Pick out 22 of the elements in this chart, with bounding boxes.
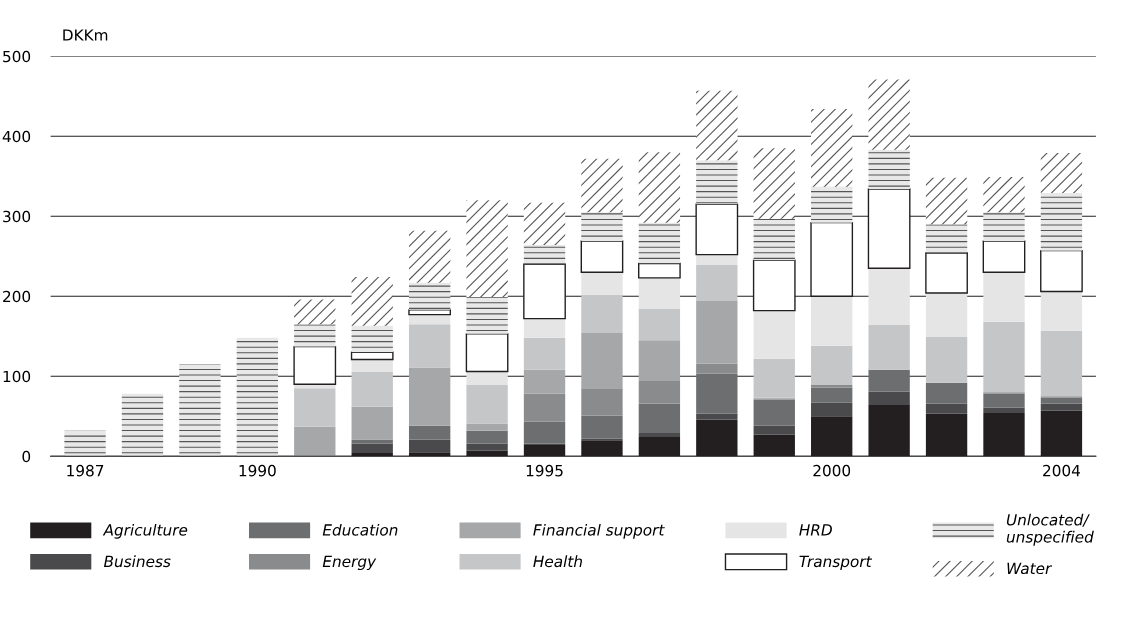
legend-label: HRD (799, 524, 832, 536)
y-tick-label: 300 (3, 210, 31, 223)
legend-label: Water (1007, 562, 1053, 575)
x-tick-label: 1995 (526, 464, 563, 477)
legend-label: Education (322, 523, 398, 536)
legend-label: Transport (799, 555, 873, 571)
x-tick-label: 2004 (1043, 464, 1081, 477)
legend-label: Agriculture (102, 523, 188, 539)
y-tick-label: 0 (22, 450, 31, 463)
legend-label: Business (103, 555, 171, 568)
legend-label: Financial support (533, 523, 665, 539)
legend-label: Unlocated/ unspecified (1006, 513, 1094, 546)
x-tick-label: 2000 (813, 464, 851, 477)
y-tick-label: 500 (3, 50, 31, 63)
y-tick-label: 100 (3, 370, 31, 383)
legend-label: Health (533, 555, 582, 568)
y-axis-title: DKKm (63, 29, 108, 41)
legend-label: Energy (322, 555, 377, 571)
y-tick-label: 400 (2, 130, 31, 143)
x-tick-label: 1990 (239, 464, 276, 477)
y-tick-label: 200 (3, 290, 31, 303)
x-tick-label: 1987 (67, 464, 104, 477)
